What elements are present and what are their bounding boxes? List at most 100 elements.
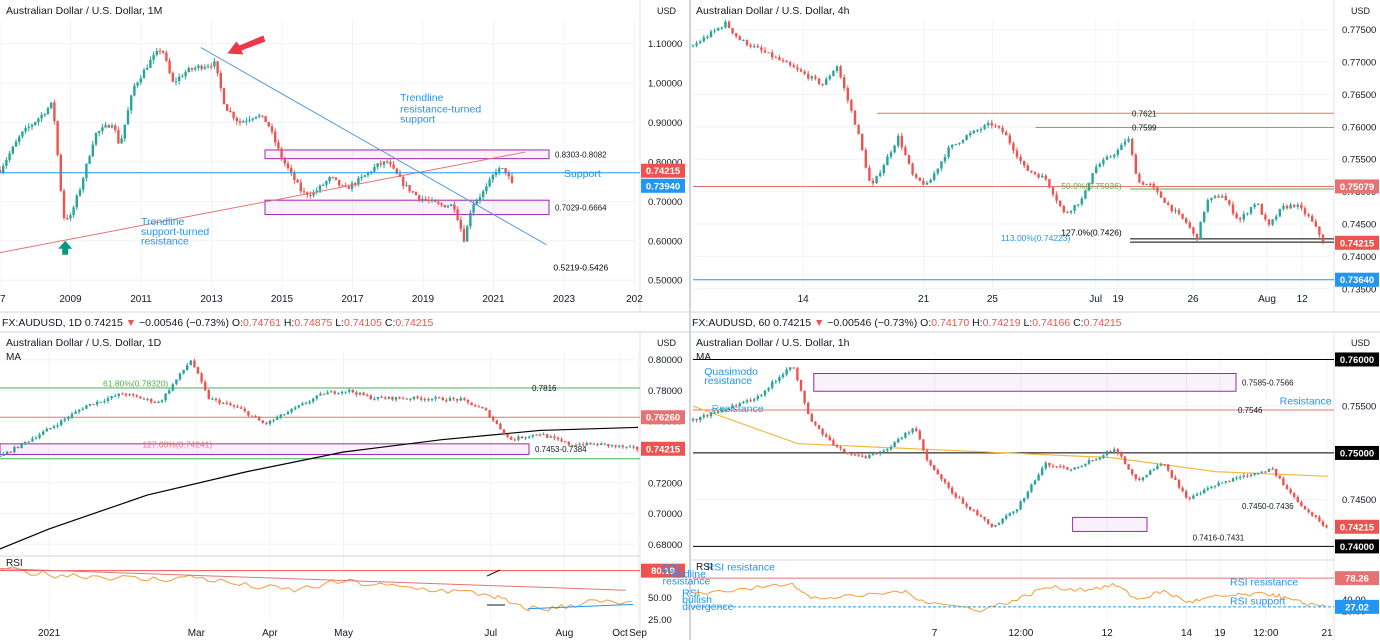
candle-body [437,201,440,204]
candle-body [1059,466,1062,468]
rsi-annotation: RSI [663,562,681,574]
candle-body [1145,474,1148,478]
candle-body [1156,465,1159,470]
symbol-bar-part: L: [335,317,344,329]
candle-body [1289,489,1292,494]
candle-body [1188,222,1191,228]
candle-body [1149,184,1152,186]
candle-body [814,76,817,79]
candle-body [194,67,197,70]
chart-title: Australian Dollar / U.S. Dollar, 1h [696,337,850,349]
symbol-bar-part: −0.00546 (−0.73%) [827,317,920,329]
candle-body [510,436,513,440]
candle-body [293,172,296,180]
rsi-tick-label: 50.00 [648,593,672,604]
trendline [0,151,526,254]
candle-body [132,394,135,396]
candle-body [270,126,274,132]
candle-body [821,428,824,435]
indicator-label: MA [696,352,711,363]
candle-body [40,114,43,119]
candle-body [250,415,254,417]
candle-body [1257,204,1260,206]
candle-body [235,118,238,122]
price-badge [641,410,685,425]
x-tick-label: 2021 [38,628,61,639]
candle-body [290,168,293,173]
candle-body [502,429,506,435]
candle-body [319,393,322,396]
candle-body [1307,509,1310,513]
rsi-trendline [0,568,626,591]
rsi-annotation: Trendline [663,568,707,580]
candle-body [1087,183,1091,191]
last-price-label: 0.74215 [1340,238,1375,249]
x-tick-label: Aug [555,628,573,639]
candle-body [376,163,379,167]
candle-body [1091,173,1094,184]
candle-body [691,418,695,421]
x-tick-label: 2023 [553,294,576,305]
symbol-bar-part: ▼ [126,317,139,329]
candle-body [861,133,864,151]
x-tick-label: 2017 [341,294,364,305]
candle-body [843,77,846,89]
candle-body [165,52,168,61]
candle-body [229,111,232,113]
candle-body [803,390,806,403]
candle-body [1062,466,1065,468]
candle-body [1152,184,1155,188]
symbol-bar-part: FX:AUDUSD, 60 [692,317,773,329]
candle-body [560,439,563,442]
candle-body [1264,471,1267,473]
candle-body [5,159,8,166]
candle-body [1296,496,1299,503]
candle-body [1109,451,1112,453]
candle-body [904,147,907,156]
candle-body [1159,464,1163,466]
chart-title: Australian Dollar / U.S. Dollar, 4h [696,5,850,17]
candle-body [900,437,903,440]
candle-body [567,441,570,445]
candle-body [727,21,731,29]
candle-body [103,401,106,403]
candle-body [1289,204,1292,209]
candle-body [1149,470,1152,475]
candle-body [232,405,236,407]
candle-body [280,148,283,159]
candle-body [463,398,466,400]
chart-annotation: support-turned [141,226,209,238]
candle-body [85,163,88,179]
y-tick-label: 0.72000 [648,478,682,489]
candle-body [207,390,210,400]
candle-body [27,441,30,443]
candle-body [296,179,299,183]
last-price-badge [1335,235,1379,250]
candle-body [832,440,835,446]
candle-body [1015,509,1019,512]
candle-body [792,65,795,68]
candle-body [200,65,203,69]
candle-body [363,175,366,177]
moving-average [0,426,639,550]
candle-body [139,78,142,83]
candle-body [1206,488,1209,490]
candle-body [1051,465,1055,467]
chart-annotation: 127.0%(0.7426) [1061,228,1122,238]
chart-annotation: Support [564,168,601,180]
rsi-divergence-line [527,603,634,610]
candle-body [2,165,5,173]
candle-body [184,72,187,77]
candle-body [301,403,304,406]
candle-body [972,130,975,134]
x-tick-label: Aug [1258,294,1276,305]
candle-body [469,212,472,227]
candle-body [1113,154,1116,157]
x-tick-label: Sep [629,628,647,639]
candle-body [1192,495,1195,499]
x-tick-label: 2011 [130,294,152,305]
candle-body [875,452,878,454]
candle-body [181,76,184,78]
x-tick-label: 12:00 [1253,628,1278,639]
